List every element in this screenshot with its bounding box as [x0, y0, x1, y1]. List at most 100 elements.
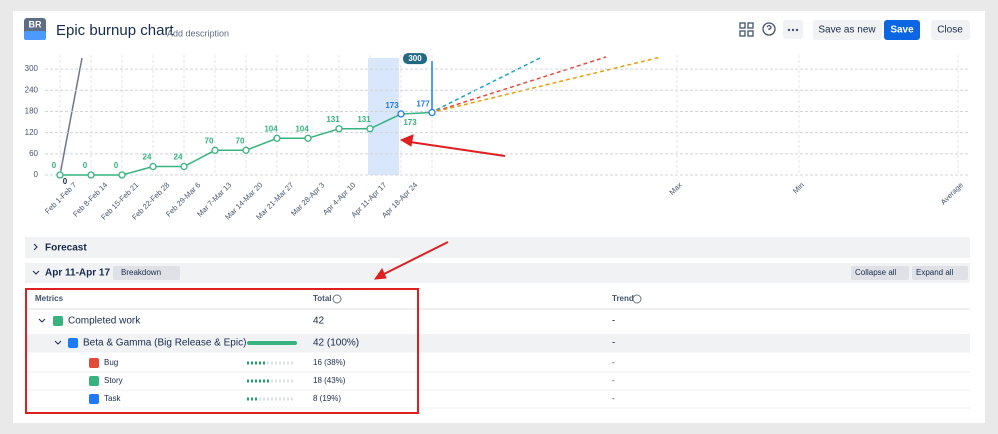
- scope-line: [59, 57, 83, 176]
- progress-dot: [283, 361, 285, 365]
- row-total: 42: [313, 316, 325, 327]
- more-dots[interactable]: [787, 28, 799, 32]
- forecast-lines: [429, 56, 662, 114]
- y-tick-label: 300: [25, 64, 39, 73]
- progress-dot: [251, 397, 253, 401]
- row-trend: -: [612, 394, 615, 403]
- progress-dot: [271, 379, 273, 383]
- progress-dot: [247, 397, 249, 401]
- row-trend: -: [612, 376, 615, 385]
- chevron: [32, 270, 40, 275]
- progress-dot: [259, 397, 261, 401]
- breakdown-chip[interactable]: [113, 266, 180, 280]
- table: Metrics Total Trend Completed work 42 - Beta &…: [25, 294, 970, 409]
- progress-dot: [263, 361, 265, 365]
- progress-dot: [291, 397, 293, 401]
- progress-dot: [251, 361, 253, 365]
- progress-dot: [255, 379, 257, 383]
- scope-tag: [403, 53, 427, 65]
- value-label: 0: [52, 161, 57, 170]
- progress-dot: [267, 379, 269, 383]
- value-label: 177: [416, 100, 430, 109]
- progress-bar: [247, 341, 297, 345]
- close-label[interactable]: Close: [937, 25, 963, 36]
- save-as-new-button[interactable]: [813, 20, 882, 40]
- period-label: Apr 11-Apr 17: [45, 268, 110, 279]
- progress-dot: [275, 379, 277, 383]
- period-section[interactable]: [25, 263, 970, 283]
- collapse-label[interactable]: Collapse all: [855, 268, 897, 277]
- progress-dot: [271, 361, 273, 365]
- progress-dot: [247, 361, 249, 365]
- value-label: 70: [205, 136, 214, 145]
- progress-dot: [259, 361, 261, 365]
- row-trend: -: [612, 316, 615, 327]
- progress-dot: [275, 361, 277, 365]
- save-as-new-label[interactable]: Save as new: [818, 25, 876, 36]
- progress-dot: [283, 379, 285, 383]
- progress-dot: [267, 361, 269, 365]
- column-header: Total: [313, 294, 332, 303]
- row-total: 16 (38%): [313, 358, 346, 367]
- y-tick-label: 120: [25, 128, 39, 137]
- chevron: [33, 243, 38, 251]
- collapse-button[interactable]: [851, 266, 909, 280]
- y-tick-label: 240: [25, 85, 39, 94]
- point: [335, 125, 343, 133]
- annotation-box: [25, 288, 419, 414]
- progress-dot: [247, 379, 249, 383]
- row-total: 18 (43%): [313, 376, 346, 385]
- progress-dot: [279, 379, 281, 383]
- info-icon: [632, 294, 642, 304]
- row-highlight: [25, 334, 970, 352]
- expand-button[interactable]: [912, 266, 968, 280]
- point: [180, 162, 188, 171]
- progress-dot: [255, 361, 257, 365]
- scope-label: 300: [408, 54, 422, 63]
- row-label: Completed work: [68, 316, 141, 327]
- value-label: 173: [385, 101, 399, 110]
- progress-dot: [291, 361, 293, 365]
- add-description[interactable]: Add description: [167, 28, 229, 38]
- progress-dot: [251, 379, 253, 383]
- value-label: 70: [236, 136, 245, 145]
- save-label[interactable]: Save: [890, 25, 914, 36]
- expand-label[interactable]: Expand all: [916, 268, 954, 277]
- origin-label: 0: [63, 177, 68, 186]
- column-header: Trend: [612, 294, 634, 303]
- row-total: 42 (100%): [313, 338, 359, 349]
- y-tick-label: 60: [29, 149, 38, 158]
- point: [118, 171, 126, 179]
- progress-dot: [271, 397, 273, 401]
- breakdown-label[interactable]: Breakdown: [121, 268, 161, 277]
- progress-dot: [291, 379, 293, 383]
- value-label: 24: [174, 153, 183, 162]
- row-icon: [68, 338, 78, 348]
- selected-period: [368, 58, 399, 175]
- progress-dot: [267, 397, 269, 401]
- info-icon: [332, 294, 342, 304]
- progress-dot: [263, 379, 265, 383]
- value-label: 104: [264, 124, 278, 133]
- progress-dot: [263, 397, 265, 401]
- save-button[interactable]: [884, 20, 920, 40]
- row-icon: [89, 376, 99, 386]
- row-total: 8 (19%): [313, 394, 341, 403]
- logo-text: BR: [29, 19, 42, 29]
- point: [242, 146, 250, 154]
- value-label: 173: [403, 118, 417, 127]
- forecast-label[interactable]: Forecast: [45, 243, 87, 254]
- point: [397, 110, 405, 118]
- forecast-section[interactable]: [25, 237, 970, 258]
- progress-dot: [275, 397, 277, 401]
- point: [273, 134, 281, 142]
- chevron: [38, 318, 46, 323]
- point: [304, 134, 312, 142]
- close-button[interactable]: [931, 20, 970, 40]
- progress-dot: [255, 397, 257, 401]
- point: [211, 146, 219, 154]
- point: [56, 171, 64, 179]
- value-label: 131: [357, 115, 371, 124]
- progress-dot: [287, 379, 289, 383]
- title: Epic burnup chart: [56, 22, 174, 39]
